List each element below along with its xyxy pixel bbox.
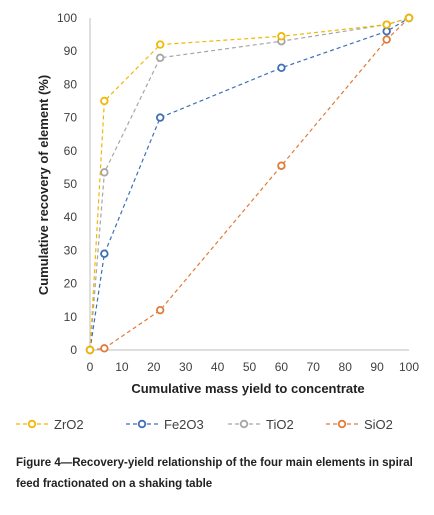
series-line-tio2 [89, 17, 410, 351]
recovery-yield-chart: 0 10 20 30 40 50 60 70 80 90 100 0 10 20 30 40 50 60 70 80… [16, 11, 420, 432]
x-axis-title: Cumulative mass yield to concentrate [131, 381, 364, 396]
data-point-fe2o3 [277, 63, 286, 72]
legend-item-zro2: ZrO2 [16, 417, 84, 432]
series-line-sio2 [89, 17, 410, 351]
legend-item-sio2: SiO2 [326, 417, 393, 432]
y-tick-label: 30 [64, 243, 78, 257]
x-tick-labels: 0 10 20 30 40 50 60 70 80 90 100 [87, 360, 420, 374]
figure-caption: Figure 4—Recovery-yield relationship of … [16, 457, 413, 490]
y-tick-label: 40 [64, 210, 78, 224]
data-point-zro2 [404, 13, 414, 23]
legend-marker-fe2o3 [137, 419, 147, 429]
y-tick-label: 60 [64, 144, 78, 158]
x-tick-label: 60 [275, 360, 289, 374]
y-tick-label: 0 [70, 343, 77, 357]
series-zro2 [85, 13, 414, 355]
series-line-fe2o3 [89, 17, 410, 351]
x-tick-label: 40 [211, 360, 225, 374]
legend-marker-sio2 [337, 419, 347, 429]
x-tick-label: 30 [179, 360, 193, 374]
x-tick-label: 0 [87, 360, 94, 374]
data-point-tio2 [100, 168, 109, 177]
y-axis-title: Cumulative recovery of element (%) [36, 75, 51, 295]
legend-marker-zro2 [27, 419, 37, 429]
data-point-sio2 [100, 344, 109, 353]
y-tick-label: 50 [64, 177, 78, 191]
data-point-zro2 [382, 20, 391, 29]
data-point-sio2 [155, 305, 165, 315]
data-point-fe2o3 [155, 113, 165, 122]
data-point-zro2 [155, 40, 165, 49]
series-line-zro2 [89, 17, 410, 351]
legend-marker-tio2 [239, 419, 249, 429]
x-tick-label: 80 [339, 360, 353, 374]
legend-label-fe2o3: Fe2O3 [164, 417, 204, 432]
series-fe2o3 [85, 13, 414, 355]
chart-series [85, 13, 414, 355]
y-tick-labels: 0 10 20 30 40 50 60 70 80 90 100 [57, 11, 77, 357]
chart-axes [89, 18, 409, 351]
chart-legend: ZrO2 Fe2O3 TiO2 SiO2 [16, 417, 393, 432]
y-tick-label: 80 [64, 77, 78, 91]
legend-label-tio2: TiO2 [266, 417, 294, 432]
legend-label-zro2: ZrO2 [54, 417, 84, 432]
y-tick-label: 20 [64, 277, 78, 291]
series-tio2 [85, 13, 414, 355]
y-tick-label: 90 [64, 44, 78, 58]
x-tick-label: 10 [115, 360, 129, 374]
legend-item-fe2o3: Fe2O3 [126, 417, 204, 432]
x-tick-label: 50 [243, 360, 257, 374]
series-sio2 [85, 13, 414, 355]
y-tick-label: 100 [57, 11, 77, 25]
x-tick-label: 20 [147, 360, 161, 374]
data-point-fe2o3 [100, 249, 109, 258]
legend-item-tio2: TiO2 [228, 417, 294, 432]
y-tick-label: 10 [64, 310, 78, 324]
data-point-sio2 [382, 35, 391, 44]
data-point-zro2 [277, 32, 286, 41]
data-point-tio2 [155, 53, 165, 63]
data-point-zro2 [85, 345, 95, 355]
legend-label-sio2: SiO2 [364, 417, 393, 432]
x-tick-label: 70 [307, 360, 321, 374]
x-tick-label: 90 [370, 360, 384, 374]
x-tick-label: 100 [399, 360, 419, 374]
data-point-fe2o3 [382, 27, 391, 36]
y-tick-label: 70 [64, 111, 78, 125]
data-point-sio2 [277, 161, 286, 170]
data-point-zro2 [100, 96, 109, 106]
